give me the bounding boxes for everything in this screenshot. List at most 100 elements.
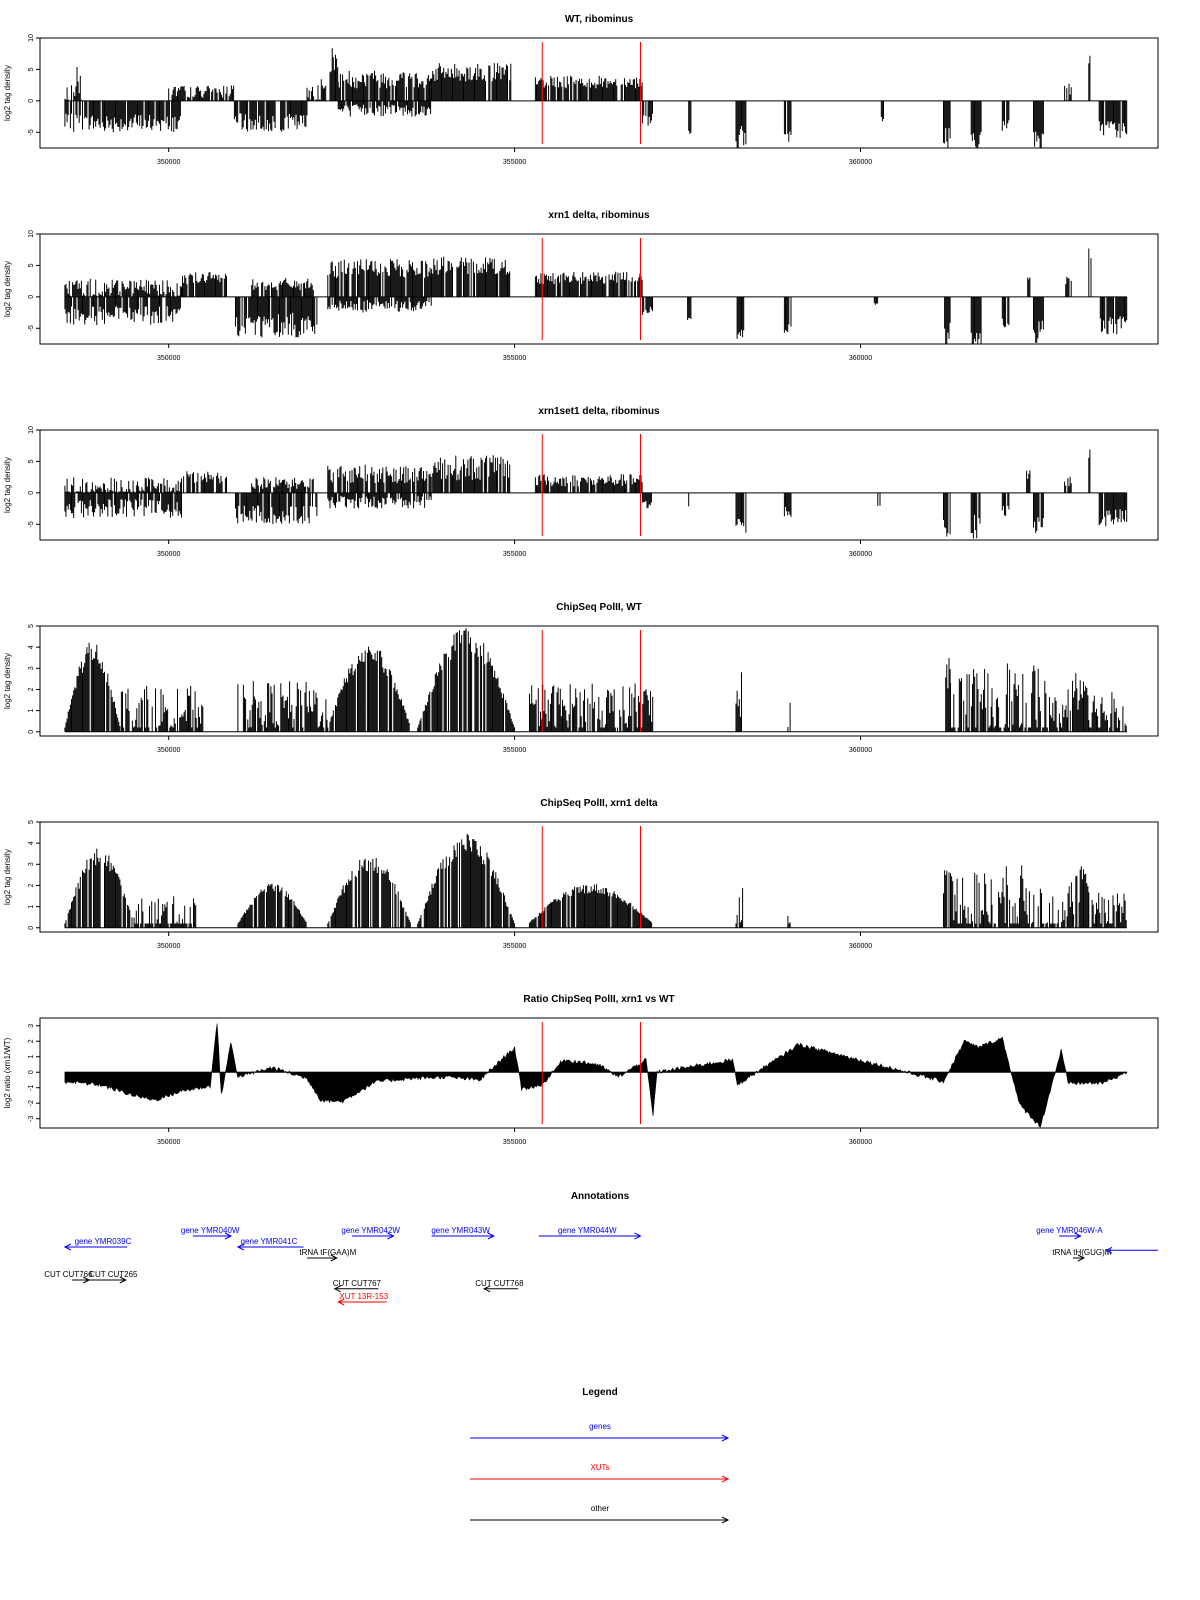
y-tick-label: -5 <box>28 521 35 527</box>
annotation-label: XUT 13R-153 <box>339 1292 388 1301</box>
plot-frame <box>39 233 1159 345</box>
plot-frame <box>39 429 1159 541</box>
x-tick-label: 360000 <box>849 1139 872 1146</box>
annotation-other: tRNA tF(GAA)M <box>299 1248 357 1262</box>
x-tick-label: 360000 <box>849 355 872 362</box>
annotation-label: CUT CUT766 <box>44 1270 93 1279</box>
data-series <box>64 1023 1128 1128</box>
y-tick-label: 5 <box>28 263 35 267</box>
y-tick-label: 5 <box>28 820 35 824</box>
annotation-label: CUT CUT768 <box>475 1279 524 1288</box>
legend-label: other <box>591 1504 610 1513</box>
x-tick-label: 360000 <box>849 551 872 558</box>
y-tick-label: 10 <box>28 230 35 238</box>
x-tick-label: 350000 <box>157 943 180 950</box>
signal-bars <box>64 449 1128 539</box>
x-tick-label: 355000 <box>503 355 526 362</box>
x-tick-label: 355000 <box>503 159 526 166</box>
arrowhead <box>483 1285 491 1293</box>
y-tick-label: 0 <box>28 926 35 930</box>
y-axis-label: log2 ratio (xrn1/WT) <box>3 1037 12 1108</box>
annotation-genes: gene YMR042W <box>341 1226 400 1240</box>
arrowhead <box>634 1232 642 1240</box>
annotation-label: gene YMR043W <box>431 1226 490 1235</box>
ratio-area <box>64 1023 1128 1128</box>
arrowhead <box>387 1232 395 1240</box>
annotation-label: gene YMR042W <box>341 1226 400 1235</box>
chart-title: Ratio ChipSeq PolII, xrn1 vs WT <box>523 994 674 1005</box>
chart-title: ChipSeq PolII, xrn1 delta <box>540 798 658 809</box>
legend-panel: Legend genes XUTs other <box>470 1387 730 1524</box>
annotation-label: gene YMR040W <box>181 1226 240 1235</box>
y-tick-label: 1 <box>28 1055 35 1059</box>
arrowhead <box>721 1516 730 1524</box>
annotation-label: tRNA tH(GUG)M <box>1052 1248 1111 1257</box>
legend-item-other: other <box>470 1504 730 1524</box>
x-tick-label: 350000 <box>157 159 180 166</box>
chart-title: WT, ribominus <box>565 14 634 25</box>
arrowhead <box>721 1434 730 1442</box>
annotation-genes: gene YMR039C <box>63 1237 132 1251</box>
data-series <box>64 449 1128 539</box>
y-tick-label: 3 <box>28 1024 35 1028</box>
y-tick-label: 10 <box>28 426 35 434</box>
annotation-other: CUT CUT768 <box>475 1279 524 1293</box>
y-tick-label: -5 <box>28 129 35 135</box>
y-tick-label: 3 <box>28 862 35 866</box>
legend-item-genes: genes <box>470 1422 730 1442</box>
y-axis-label: log2 tag density <box>3 65 12 121</box>
y-tick-label: 10 <box>28 34 35 42</box>
panel-2: xrn1 delta, ribominus log2 tag density -5 0… <box>3 210 1159 362</box>
legend-title: Legend <box>582 1387 618 1398</box>
arrowhead <box>119 1276 127 1284</box>
arrowhead <box>487 1232 495 1240</box>
annotations-panel: Annotations gene YMR039C gene YMR040W gene … <box>44 1191 1158 1306</box>
annotation-other: tRNA tH(GUG)M <box>1052 1248 1112 1262</box>
annotation-label: gene YMR046W-A <box>1036 1226 1103 1235</box>
legend-label: genes <box>589 1422 611 1431</box>
arrowhead <box>1104 1246 1113 1254</box>
arrowhead <box>224 1232 233 1240</box>
x-tick-label: 350000 <box>157 1139 180 1146</box>
annotation-other: CUT CUT767 <box>333 1279 382 1293</box>
y-tick-label: 5 <box>28 459 35 463</box>
panel-4: ChipSeq PolII, WT log2 tag density 0 1 2 3 4 5 3… <box>3 602 1159 754</box>
arrowhead <box>1074 1232 1082 1240</box>
arrowhead <box>1077 1254 1086 1262</box>
y-tick-label: 0 <box>28 99 35 103</box>
y-tick-label: -1 <box>28 1085 35 1091</box>
y-axis-label: log2 tag density <box>3 653 12 709</box>
signal-bars <box>64 248 1128 344</box>
y-tick-label: -2 <box>28 1100 35 1106</box>
annotation-label: CUT CUT265 <box>89 1270 138 1279</box>
annotation-xuts: XUT 13R-153 <box>337 1292 389 1306</box>
y-tick-label: 4 <box>28 645 35 649</box>
annotation-label: gene YMR044W <box>558 1226 617 1235</box>
y-tick-label: -3 <box>28 1115 35 1121</box>
y-axis-label: log2 tag density <box>3 261 12 317</box>
data-series <box>64 628 1127 732</box>
y-axis-label: log2 tag density <box>3 849 12 905</box>
arrowhead <box>236 1243 245 1251</box>
y-tick-label: 2 <box>28 1039 35 1043</box>
x-tick-label: 355000 <box>503 747 526 754</box>
signal-bars <box>64 628 1127 732</box>
annotation-label: gene YMR039C <box>75 1237 132 1246</box>
legend-item-xuts: XUTs <box>470 1463 730 1483</box>
arrowhead <box>330 1254 338 1262</box>
panel-5: ChipSeq PolII, xrn1 delta log2 tag densit… <box>3 798 1159 950</box>
annotation-genes: gene YMR041C <box>236 1237 304 1251</box>
annotation-genes: gene YMR043W <box>431 1226 495 1240</box>
annotations-title: Annotations <box>571 1191 630 1202</box>
y-tick-label: 2 <box>28 883 35 887</box>
panel-6: Ratio ChipSeq PolII, xrn1 vs WT log2 rati… <box>3 994 1159 1146</box>
y-axis-label: log2 tag density <box>3 457 12 513</box>
signal-bars <box>64 48 1128 148</box>
annotation-genes: gene YMR040W <box>181 1226 240 1240</box>
chart-title: ChipSeq PolII, WT <box>556 602 642 613</box>
x-tick-label: 360000 <box>849 943 872 950</box>
y-tick-label: 3 <box>28 666 35 670</box>
arrowhead <box>721 1475 730 1483</box>
y-tick-label: 0 <box>28 491 35 495</box>
